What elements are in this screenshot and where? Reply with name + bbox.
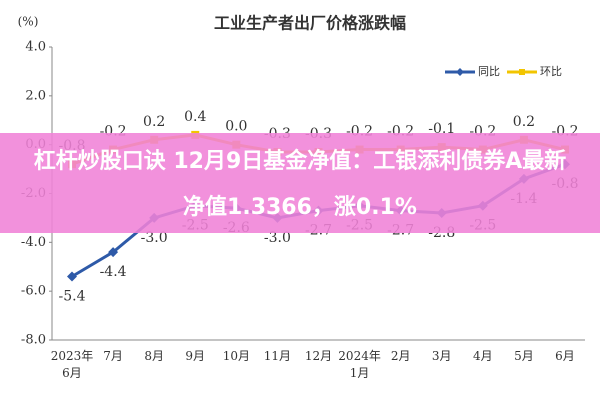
- legend-label: 环比: [540, 65, 562, 78]
- x-tick-label: 12月: [304, 349, 333, 363]
- legend-label: 同比: [478, 65, 500, 78]
- x-tick-label: 2月: [390, 349, 411, 363]
- overlay-banner: 杠杆炒股口诀 12月9日基金净值：工银添利债券A最新 净值1.3366，涨0.1…: [0, 133, 600, 233]
- x-tick-label: 5月: [514, 349, 534, 363]
- y-tick-label: -6.0: [21, 284, 46, 299]
- y-tick-label: -8.0: [21, 333, 46, 348]
- data-label: 0.2: [143, 114, 165, 130]
- point: [108, 247, 119, 258]
- x-tick-label: 4月: [473, 349, 493, 363]
- point: [67, 271, 77, 282]
- x-tick-label: 8月: [144, 349, 164, 363]
- x-tick-label: 9月: [185, 349, 206, 363]
- y-tick-label: 4.0: [25, 40, 46, 55]
- chart-title: 工业生产者出厂价格涨跌幅: [214, 14, 406, 33]
- y-tick-label: -4.0: [21, 235, 46, 250]
- x-tick-label: 2024年 1月: [338, 349, 381, 380]
- data-label: 0.4: [184, 109, 206, 125]
- x-tick-label: 6月: [555, 349, 575, 363]
- data-label: -5.4: [59, 289, 86, 305]
- y-axis-unit: (%): [18, 15, 39, 29]
- x-tick-label: 7月: [103, 349, 123, 363]
- banner-line: 净值1.3366，涨0.1%: [183, 195, 417, 220]
- data-label: -4.4: [100, 264, 127, 280]
- legend-swatch: [456, 68, 464, 76]
- banner-line: 杠杆炒股口诀 12月9日基金净值：工银添利债券A最新: [33, 149, 567, 174]
- legend-swatch: [519, 69, 525, 75]
- x-tick-label: 10月: [222, 349, 250, 363]
- data-label: -3.0: [264, 230, 291, 246]
- x-tick-label: 2023年 6月: [50, 349, 94, 380]
- data-label: -3.0: [141, 230, 168, 246]
- x-tick-label: 3月: [431, 349, 452, 363]
- y-tick-label: 2.0: [25, 88, 46, 103]
- data-label: 0.2: [513, 114, 535, 130]
- x-tick-label: 11月: [263, 349, 292, 363]
- data-label: 0.0: [225, 119, 247, 135]
